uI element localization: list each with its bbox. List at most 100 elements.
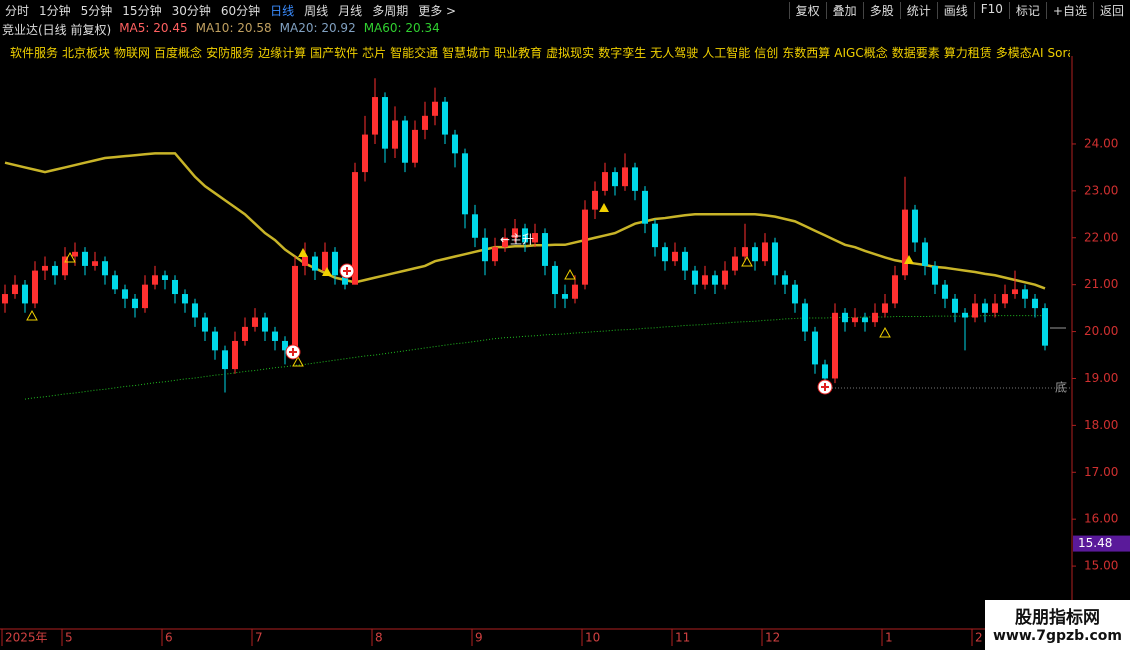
chart-header: 竞业达(日线 前复权) MA5: 20.45 MA10: 20.58 MA20: 2… [2, 21, 440, 37]
concept-tag[interactable]: Sora概念 [1047, 46, 1070, 60]
candle-body [452, 134, 458, 154]
candle-body [712, 275, 718, 285]
concept-tag[interactable]: 智能交通 [390, 46, 439, 60]
signal-triangle [64, 251, 76, 263]
concept-tag[interactable]: 智慧城市 [442, 46, 491, 60]
buy-signal-cross [343, 267, 351, 275]
concept-tag[interactable]: 北京板块 [62, 46, 111, 60]
period-tab[interactable]: 更多 > [418, 3, 457, 18]
candle-body [142, 284, 148, 309]
candle-body [632, 167, 638, 191]
concept-tag[interactable]: 边缘计算 [258, 46, 307, 60]
concept-tag[interactable]: 安防服务 [206, 46, 255, 60]
candle-body [42, 265, 48, 271]
period-tab[interactable]: 1分钟 [39, 3, 71, 18]
candle-body [302, 256, 308, 266]
candle-body [812, 331, 818, 365]
candle-body [612, 172, 618, 187]
candle-body [792, 284, 798, 304]
candle-body [1002, 294, 1008, 304]
candle-body [242, 326, 248, 341]
period-tab[interactable]: 多周期 [372, 3, 409, 18]
concept-tag[interactable]: 职业教育 [494, 46, 543, 60]
x-tick-label: 8 [375, 631, 383, 645]
concept-tag[interactable]: 人工智能 [702, 46, 751, 60]
y-tick-label: 16.00 [1084, 512, 1118, 526]
candle-body [752, 247, 758, 262]
candle-body [32, 270, 38, 304]
period-tab[interactable]: 60分钟 [220, 3, 261, 18]
concept-tag[interactable]: 百度概念 [154, 46, 203, 60]
candle-body [552, 265, 558, 295]
x-tick-label: 6 [165, 631, 173, 645]
tool-button[interactable]: 画线 [936, 1, 974, 19]
stock-title: 竞业达(日线 前复权) [2, 23, 112, 37]
candle-body [252, 317, 258, 327]
concept-tag[interactable]: AIGC概念 [834, 46, 888, 60]
candle-body [82, 251, 88, 266]
period-tab[interactable]: 15分钟 [122, 3, 162, 18]
tool-button[interactable]: 统计 [899, 1, 937, 19]
tool-button[interactable]: +自选 [1045, 1, 1093, 19]
concept-tag[interactable]: 软件服务 [10, 46, 59, 60]
candle-body [982, 303, 988, 313]
concept-tag[interactable]: 芯片 [362, 46, 387, 60]
candle-body [132, 298, 138, 309]
concept-tag[interactable]: 国产软件 [310, 46, 359, 60]
x-tick-label: 10 [585, 631, 600, 645]
candle-body [822, 364, 828, 379]
period-tab[interactable]: 月线 [338, 3, 363, 18]
candle-body [392, 120, 398, 149]
y-tick-label: 17.00 [1084, 465, 1118, 479]
signal-triangle [879, 326, 891, 338]
candle-body [102, 261, 108, 276]
signal-triangle [904, 255, 914, 264]
candle-body [502, 237, 508, 248]
candle-body [592, 190, 598, 210]
candle-body [972, 303, 978, 318]
concept-tag[interactable]: 信创 [754, 46, 779, 60]
concept-tag[interactable]: 数字孪生 [598, 46, 647, 60]
signal-triangle [564, 268, 576, 280]
tool-button[interactable]: 返回 [1092, 1, 1130, 19]
candle-body [932, 265, 938, 285]
period-tab[interactable]: 周线 [304, 3, 329, 18]
tool-button[interactable]: F10 [973, 1, 1009, 19]
y-tick-label: 19.00 [1084, 371, 1118, 385]
concept-tag[interactable]: 算力租赁 [943, 46, 992, 60]
y-tick-label: 18.00 [1084, 418, 1118, 432]
tool-button[interactable]: 多股 [862, 1, 900, 19]
concept-tag[interactable]: 无人驾驶 [650, 46, 699, 60]
period-tab[interactable]: 30分钟 [171, 3, 211, 18]
ma-label: MA20: 20.92 [279, 21, 356, 35]
concept-tag[interactable]: 虚拟现实 [546, 46, 595, 60]
candle-body [292, 265, 298, 351]
concept-tag[interactable]: 多模态AI [995, 46, 1044, 60]
candle-body [892, 275, 898, 304]
candle-body [112, 275, 118, 290]
x-tick-label: 12 [765, 631, 780, 645]
period-tab[interactable]: 分时 [5, 3, 30, 18]
period-tab[interactable]: 日线 [270, 3, 295, 18]
candle-body [322, 251, 328, 271]
concept-tag[interactable]: 物联网 [114, 46, 151, 60]
candle-body [2, 294, 8, 304]
candle-body [682, 251, 688, 271]
candle-body [802, 303, 808, 332]
candle-body [702, 275, 708, 285]
concept-tag[interactable]: 数据要素 [891, 46, 940, 60]
tool-button[interactable]: 复权 [788, 1, 826, 19]
tool-button[interactable]: 标记 [1008, 1, 1046, 19]
period-tab[interactable]: 5分钟 [80, 3, 113, 18]
concept-tag[interactable]: 东数西算 [782, 46, 831, 60]
candle-body [262, 317, 268, 332]
candle-body [962, 312, 968, 318]
candle-body [122, 289, 128, 299]
y-tick-label: 21.00 [1084, 277, 1118, 291]
candle-body [272, 331, 278, 341]
candle-body [172, 279, 178, 295]
candle-body [882, 303, 888, 313]
tool-button[interactable]: 叠加 [825, 1, 863, 19]
